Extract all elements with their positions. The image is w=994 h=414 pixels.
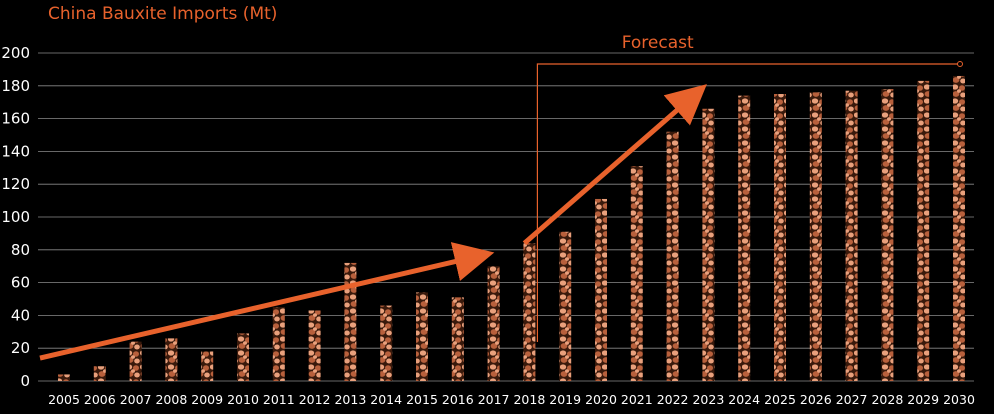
x-tick-label: 2022 (657, 392, 689, 407)
bar-2025 (774, 94, 786, 381)
y-tick-label: 120 (1, 175, 30, 193)
x-tick-label: 2007 (120, 392, 152, 407)
bar-2023 (702, 108, 715, 381)
x-tick-label: 2014 (370, 392, 402, 407)
x-tick-label: 2010 (227, 392, 259, 407)
chart-title: China Bauxite Imports (Mt) (48, 4, 278, 24)
x-tick-label: 2029 (907, 392, 939, 407)
y-tick-label: 140 (1, 142, 30, 160)
x-tick-label: 2019 (549, 392, 581, 407)
x-tick-label: 2011 (263, 392, 295, 407)
x-tick-label: 2009 (191, 392, 223, 407)
x-tick-label: 2030 (943, 392, 975, 407)
bar-2015 (416, 292, 428, 381)
bar-2013 (344, 262, 357, 381)
x-tick-label: 2023 (692, 392, 724, 407)
x-tick-label: 2016 (442, 392, 474, 407)
y-tick-label: 180 (1, 77, 30, 95)
bar-2024 (738, 95, 751, 381)
bar-2022 (666, 131, 679, 381)
y-tick-label: 100 (1, 208, 30, 226)
bar-2014 (380, 305, 393, 381)
y-tick-label: 60 (11, 274, 30, 292)
trend-arrow (39, 242, 495, 361)
y-tick-label: 20 (11, 339, 30, 357)
bar-2020 (595, 198, 607, 381)
x-tick-label: 2017 (478, 392, 510, 407)
bar-2009 (201, 351, 214, 381)
x-tick-label: 2028 (871, 392, 903, 407)
bar-2028 (881, 89, 894, 381)
bar-2018 (523, 243, 536, 381)
bar-2011 (272, 307, 285, 381)
x-tick-label: 2024 (728, 392, 760, 407)
bar-2010 (237, 333, 249, 381)
x-tick-label: 2015 (406, 392, 438, 407)
bar-2007 (129, 341, 142, 381)
x-tick-label: 2005 (48, 392, 80, 407)
bar-2026 (809, 92, 822, 382)
y-tick-label: 80 (11, 241, 30, 259)
y-tick-label: 40 (11, 306, 30, 324)
x-tick-label: 2008 (155, 392, 187, 407)
bar-2005 (58, 374, 70, 381)
forecast-label: Forecast (622, 33, 694, 53)
x-tick-label: 2020 (585, 392, 617, 407)
x-tick-label: 2006 (84, 392, 116, 407)
forecast-end-marker (957, 61, 963, 67)
x-tick-label: 2026 (800, 392, 832, 407)
x-tick-label: 2013 (334, 392, 366, 407)
bar-2019 (559, 231, 572, 381)
bar-2030 (953, 75, 965, 382)
bar-2017 (487, 266, 500, 381)
bar-2006 (93, 366, 106, 381)
x-tick-label: 2021 (621, 392, 653, 407)
x-tick-label: 2018 (513, 392, 545, 407)
x-tick-label: 2027 (836, 392, 868, 407)
bar-2016 (451, 297, 464, 381)
bar-2029 (917, 80, 930, 381)
trend-arrow (522, 84, 707, 246)
bar-2008 (165, 338, 178, 381)
y-tick-label: 200 (1, 44, 30, 62)
x-tick-label: 2012 (299, 392, 331, 407)
bar-2012 (308, 310, 321, 381)
y-tick-label: 0 (20, 372, 30, 390)
bar-2027 (845, 90, 858, 381)
y-tick-label: 160 (1, 110, 30, 128)
bar-2021 (630, 166, 643, 381)
x-tick-label: 2025 (764, 392, 796, 407)
forecast-bracket (536, 63, 958, 342)
